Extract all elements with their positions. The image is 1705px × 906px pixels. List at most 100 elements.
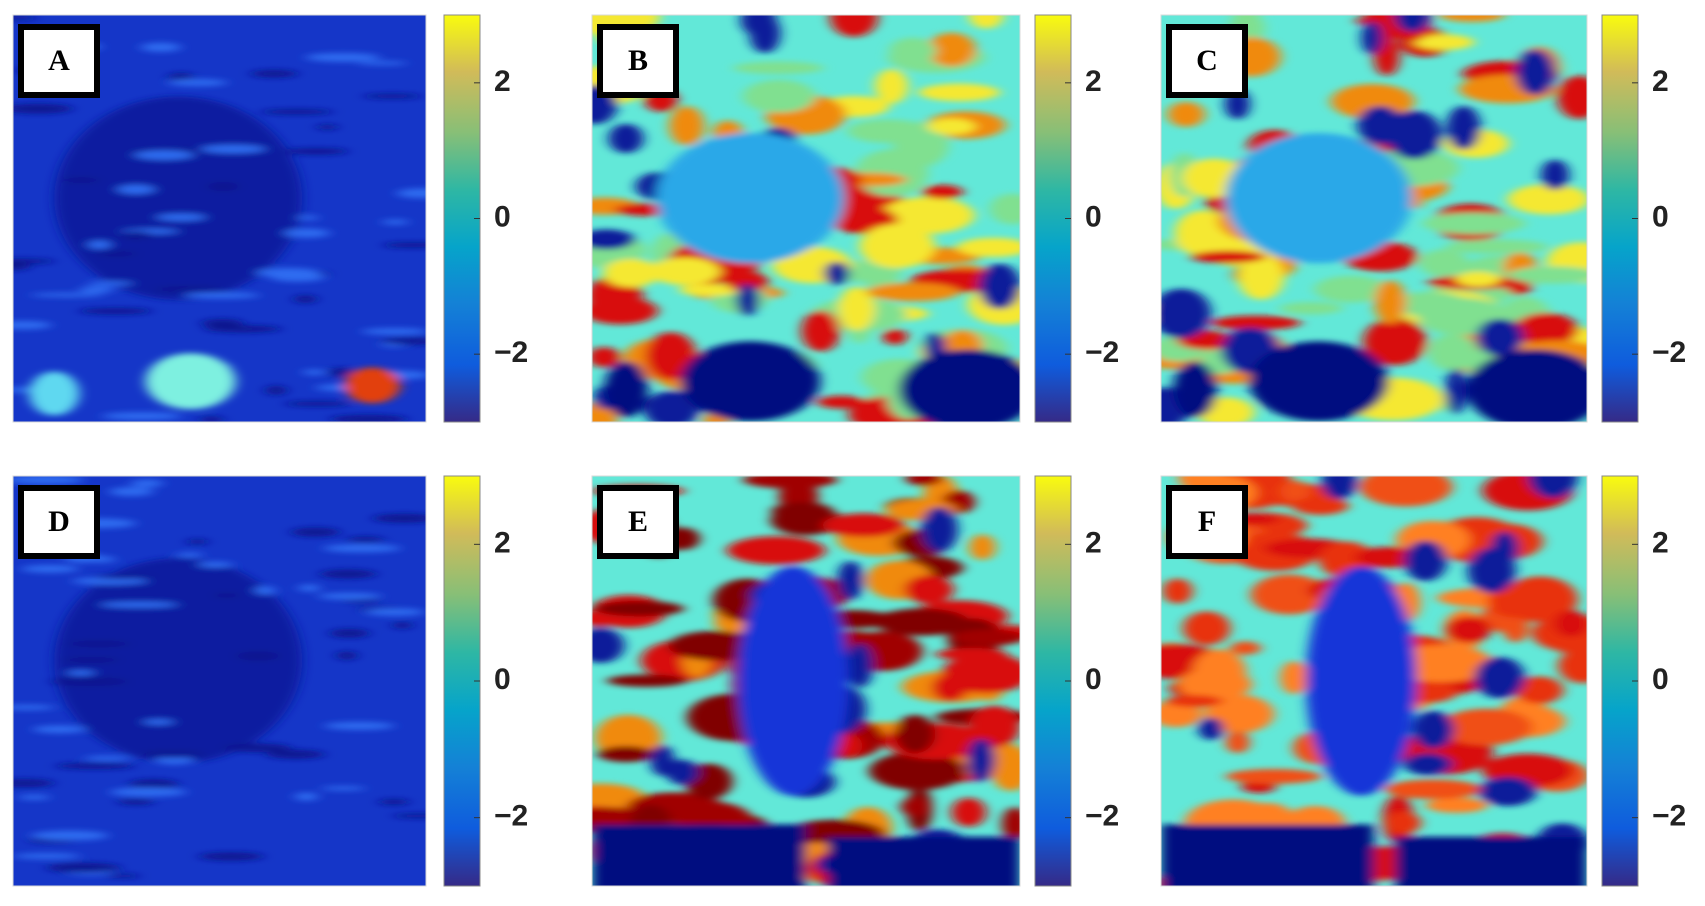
heatmap-blob [874, 608, 970, 636]
heatmap-streak [336, 651, 358, 660]
heatmap-streak [392, 621, 413, 629]
heatmap-blob [859, 223, 936, 269]
heatmap-streak [140, 42, 182, 52]
panel-label-box [18, 485, 100, 559]
heatmap-blob [742, 79, 816, 113]
heatmap-blob [669, 106, 705, 146]
heatmap-blob [837, 560, 864, 600]
colorbar-tick-label: −2 [1652, 336, 1686, 369]
panel-label-box [1166, 485, 1248, 559]
heatmap-streak [79, 307, 152, 315]
heatmap-blob [1507, 184, 1587, 215]
heatmap-streak [117, 184, 155, 195]
heatmap-streak [129, 779, 179, 789]
heatmap-blob [1419, 249, 1469, 277]
heatmap-blob [645, 332, 697, 380]
heatmap-streak [392, 813, 426, 819]
heatmap-blob [592, 346, 621, 368]
heatmap-blob [666, 759, 699, 785]
heatmap-blob [816, 395, 866, 409]
heatmap-blob [1445, 368, 1467, 415]
heatmap-streak [265, 385, 287, 396]
heatmap-streak [324, 721, 395, 730]
colorbar-tick-label: 2 [1085, 65, 1102, 98]
heatmap-blob [656, 133, 845, 264]
heatmap-streak [214, 592, 240, 599]
heatmap-blob [145, 353, 236, 410]
heatmap-blob [1425, 797, 1488, 813]
colorbar-tick-label: 2 [1085, 526, 1102, 559]
heatmap-blob [1161, 700, 1203, 728]
panel-label-box [1166, 24, 1248, 98]
colorbar-tick-label: 0 [1652, 663, 1669, 696]
heatmap-blob [952, 629, 1020, 646]
heatmap-blob [1182, 611, 1231, 646]
heatmap-streak [13, 778, 55, 788]
heatmap-frame [591, 475, 1021, 887]
heatmap-streak [101, 412, 182, 420]
heatmap-blob [956, 237, 1020, 257]
heatmap-blob [1374, 280, 1407, 325]
heatmap-streak [87, 240, 111, 250]
panel-label: B [628, 44, 648, 77]
heatmap-blob [927, 118, 976, 135]
heatmap-blob [1321, 476, 1358, 500]
heatmap-streak [197, 561, 234, 568]
heatmap-blob [868, 751, 967, 790]
heatmap-blob [1211, 315, 1301, 331]
heatmap-blob [608, 123, 644, 154]
heatmap-streak [396, 188, 426, 199]
colorbar-tick-label: 0 [494, 200, 511, 233]
heatmap-streak [96, 250, 138, 257]
heatmap-streak [236, 651, 281, 661]
heatmap-blob [1173, 361, 1218, 418]
heatmap-blob [1384, 811, 1422, 835]
heatmap-blob [838, 286, 876, 331]
heatmap-blob [1161, 824, 1374, 886]
heatmap-streak [154, 286, 221, 293]
heatmap-frame [12, 475, 427, 887]
heatmap-blob [1465, 349, 1587, 422]
heatmap-blob [735, 283, 760, 316]
heatmap-streak [201, 318, 244, 328]
heatmap-blob [874, 69, 909, 104]
heatmap-blob [1165, 694, 1223, 708]
heatmap-streak [329, 628, 370, 638]
colorbar-tick-label: 2 [1652, 65, 1669, 98]
heatmap-blob [1250, 574, 1328, 615]
heatmap-blob [1422, 212, 1526, 235]
heatmap-blob [1280, 660, 1309, 695]
heatmap-blob [344, 367, 401, 404]
heatmap-blob [827, 836, 1020, 886]
heatmap-blob [602, 258, 660, 288]
heatmap-blob [1445, 616, 1492, 643]
heatmap-streak [176, 552, 203, 558]
heatmap-streak [120, 231, 153, 240]
heatmap-streak [361, 328, 426, 335]
heatmap-blob [1395, 836, 1587, 886]
heatmap-streak [32, 725, 87, 734]
heatmap-streak [106, 873, 140, 879]
heatmap-blob [1162, 578, 1193, 604]
heatmap-blob [592, 824, 806, 886]
heatmap-blob [1487, 584, 1540, 618]
heatmap-blob [905, 476, 943, 486]
heatmap-streak [296, 215, 319, 221]
heatmap-streak [18, 794, 51, 800]
heatmap-blob [1541, 159, 1570, 191]
heatmap-blob [801, 310, 841, 352]
heatmap-streak [254, 585, 276, 595]
heatmap-streak [357, 61, 408, 66]
heatmap-streak [109, 487, 154, 497]
heatmap-streak [291, 527, 340, 537]
heatmap-streak [381, 219, 409, 225]
heatmap-blob [1384, 779, 1483, 800]
heatmap-frame [591, 14, 1021, 423]
heatmap-blob [1305, 566, 1417, 796]
heatmap-blob [931, 673, 969, 702]
heatmap-frame [12, 14, 427, 423]
heatmap-streak [199, 416, 224, 422]
heatmap-streak [183, 292, 260, 299]
heatmap-streak [293, 295, 317, 304]
